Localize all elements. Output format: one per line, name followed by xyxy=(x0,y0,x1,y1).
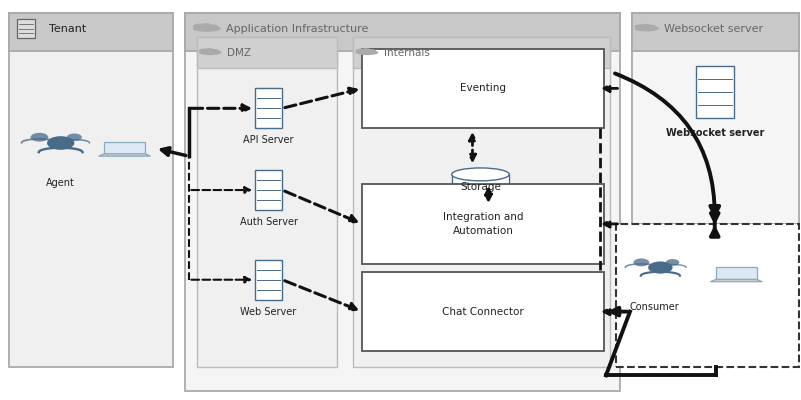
Text: Consumer: Consumer xyxy=(629,302,679,312)
Ellipse shape xyxy=(193,24,207,29)
Bar xyxy=(196,36,336,368)
Text: Storage: Storage xyxy=(460,182,501,192)
Bar xyxy=(362,272,605,352)
Ellipse shape xyxy=(201,23,211,28)
Ellipse shape xyxy=(193,26,221,32)
Text: Tenant: Tenant xyxy=(49,24,86,34)
Polygon shape xyxy=(710,279,763,282)
Bar xyxy=(632,13,799,224)
Bar xyxy=(255,260,282,300)
Ellipse shape xyxy=(646,25,657,29)
Circle shape xyxy=(30,133,48,142)
Ellipse shape xyxy=(205,48,214,52)
Ellipse shape xyxy=(356,48,367,53)
Ellipse shape xyxy=(642,24,651,28)
Bar xyxy=(255,88,282,128)
Bar xyxy=(255,170,282,210)
Text: Agent: Agent xyxy=(46,178,75,188)
Bar xyxy=(104,142,145,154)
Bar xyxy=(716,267,757,280)
Text: Integration and
Automation: Integration and Automation xyxy=(443,212,524,236)
Bar xyxy=(18,19,35,38)
Text: DMZ: DMZ xyxy=(227,48,251,58)
Text: Internals: Internals xyxy=(384,48,429,58)
Ellipse shape xyxy=(356,50,378,55)
Bar xyxy=(9,13,172,368)
Ellipse shape xyxy=(366,49,376,53)
Ellipse shape xyxy=(362,48,371,52)
Bar xyxy=(352,36,610,368)
Text: Web Server: Web Server xyxy=(240,307,296,317)
Bar xyxy=(362,48,605,128)
Bar xyxy=(362,184,605,264)
Circle shape xyxy=(648,262,673,274)
Ellipse shape xyxy=(209,49,219,53)
Ellipse shape xyxy=(206,24,218,29)
Ellipse shape xyxy=(452,168,509,181)
Circle shape xyxy=(666,259,679,266)
Bar xyxy=(196,36,336,68)
Ellipse shape xyxy=(634,24,646,29)
Text: Websocket server: Websocket server xyxy=(664,24,763,34)
Bar xyxy=(184,13,621,391)
Bar xyxy=(452,174,509,198)
Bar xyxy=(695,66,734,118)
Text: Chat Connector: Chat Connector xyxy=(442,307,524,317)
Text: API Server: API Server xyxy=(244,136,294,146)
Ellipse shape xyxy=(634,26,659,31)
Text: Auth Server: Auth Server xyxy=(239,217,297,227)
Circle shape xyxy=(634,258,650,266)
Bar xyxy=(352,36,610,68)
Text: Eventing: Eventing xyxy=(461,83,506,93)
Ellipse shape xyxy=(452,191,509,204)
Bar xyxy=(632,13,799,50)
Bar xyxy=(184,13,621,50)
Ellipse shape xyxy=(199,48,210,53)
Text: Application Infrastructure: Application Infrastructure xyxy=(226,24,368,34)
Circle shape xyxy=(47,136,74,150)
Bar xyxy=(9,13,172,50)
Circle shape xyxy=(66,134,82,141)
Polygon shape xyxy=(99,154,151,156)
Text: Websocket server: Websocket server xyxy=(666,128,764,138)
Ellipse shape xyxy=(199,50,222,55)
Bar xyxy=(617,224,799,368)
